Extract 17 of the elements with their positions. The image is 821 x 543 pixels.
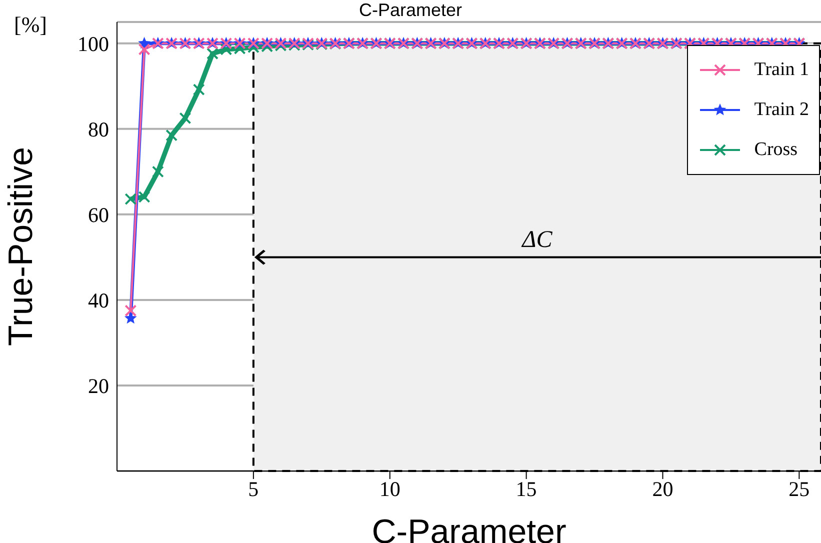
- legend-label: Train 2: [754, 98, 809, 122]
- x-tick-label: 15: [516, 476, 537, 501]
- y-tick-label: 100: [78, 32, 109, 56]
- y-axis-title: True-Positive: [2, 146, 40, 346]
- x-tick-label: 20: [652, 476, 674, 501]
- legend-label: Train 1: [754, 58, 809, 82]
- y-tick-label: 20: [88, 374, 109, 398]
- x-tick-label: 10: [379, 476, 400, 501]
- y-tick-label: 80: [88, 117, 109, 142]
- x-tick-label: 25: [788, 476, 810, 501]
- band-label: ΔC: [521, 227, 554, 254]
- y-tick-label: 40: [88, 288, 109, 312]
- x-tick-label: 5: [248, 476, 259, 501]
- legend-label: Cross: [754, 138, 798, 162]
- y-tick-label: 60: [88, 202, 109, 227]
- chart-title: C-Parameter: [358, 0, 462, 20]
- text: [%]: [14, 12, 47, 38]
